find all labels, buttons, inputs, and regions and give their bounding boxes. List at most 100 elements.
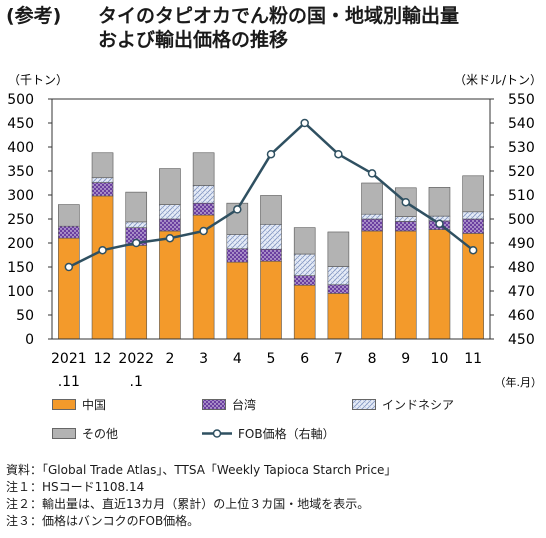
bar-segment-2 xyxy=(226,234,249,250)
left-tick-label: 250 xyxy=(7,212,34,228)
x-tick-label: 10 xyxy=(431,351,449,367)
legend-other-swatch xyxy=(52,427,76,439)
bar-segment-2 xyxy=(361,213,383,220)
bar-segment-1 xyxy=(260,248,282,262)
chart-title: (参考) タイのタピオカでん粉の国・地域別輸出量 および輸出価格の推移 xyxy=(6,4,459,52)
bar-segment-3 xyxy=(361,182,383,215)
bar-segment-2 xyxy=(260,223,282,250)
right-tick-label: 470 xyxy=(508,284,535,300)
fob-price-point xyxy=(300,118,309,128)
left-tick-label: 450 xyxy=(7,116,34,132)
note-3: 注３：価格はバンコクのFOB価格。 xyxy=(6,514,200,528)
legend-china-swatch xyxy=(52,398,76,410)
x-tick-label: 5 xyxy=(267,351,276,367)
note-2: 注２：輸出量は、直近13カ月（累計）の上位３カ国・地域を表示。 xyxy=(6,497,370,511)
right-tick-label: 510 xyxy=(508,188,535,204)
legend-indonesia-swatch xyxy=(352,398,376,410)
x-axis-unit: （年.月） xyxy=(495,375,543,389)
bar-segment-3 xyxy=(327,231,350,267)
bar-segment-2 xyxy=(462,211,484,220)
x-tick-label: 6 xyxy=(300,351,309,367)
right-tick-label: 450 xyxy=(508,332,535,348)
legend-fob-swatch xyxy=(202,428,232,438)
fob-price-point xyxy=(233,205,242,214)
legend-china: 中国 xyxy=(52,397,107,412)
fob-price-point xyxy=(334,149,343,159)
x-tick-label: 9 xyxy=(401,351,410,367)
bar-segment-2 xyxy=(125,221,148,228)
bar-segment-0 xyxy=(260,260,282,340)
bar-segment-1 xyxy=(361,218,383,232)
fob-price-point xyxy=(367,169,377,178)
bar-segment-0 xyxy=(226,261,249,340)
left-tick-label: 100 xyxy=(7,284,34,300)
left-tick-label: 0 xyxy=(25,332,34,348)
right-tick-label: 520 xyxy=(508,164,535,180)
bar-segment-0 xyxy=(159,230,181,340)
bar-segment-3 xyxy=(159,168,181,205)
title-line-2: および輸出価格の推移 xyxy=(98,29,289,51)
title-prefix: (参考) xyxy=(6,5,62,27)
bar-segment-0 xyxy=(125,245,148,340)
x-tick-sublabel: .1 xyxy=(130,374,143,390)
x-tick-label: 4 xyxy=(233,351,242,367)
x-tick-label: 2 xyxy=(165,351,174,367)
chart-svg: （千トン） （米ドル/トン） （年.月） 0 50 100 150 200 250 300 3… xyxy=(7,73,543,390)
bar-segment-3 xyxy=(226,202,249,235)
fob-price-point xyxy=(98,245,107,255)
fob-price-point xyxy=(266,149,276,159)
bar-segment-0 xyxy=(293,284,316,340)
bar-segment-1 xyxy=(192,202,215,216)
right-tick-label: 480 xyxy=(508,260,535,276)
bar-segment-1 xyxy=(394,221,417,232)
x-tick-sublabel: .11 xyxy=(58,374,80,390)
legend-other-label: その他 xyxy=(82,426,119,441)
legend-taiwan-swatch xyxy=(202,398,226,410)
left-tick-label: 500 xyxy=(7,92,34,108)
right-tick-label: 530 xyxy=(508,140,535,156)
bar-segment-2 xyxy=(192,185,215,204)
note-1: 注１：HSコード1108.14 xyxy=(6,480,145,494)
legend-taiwan-label: 台湾 xyxy=(232,397,257,412)
left-tick-label: 400 xyxy=(7,140,34,156)
right-tick-label: 550 xyxy=(508,92,535,108)
bar-segment-3 xyxy=(192,152,215,186)
fob-price-point xyxy=(131,238,141,248)
x-tick-label: 2021 xyxy=(51,351,87,367)
legend-fob-label: FOB価格（右軸） xyxy=(238,426,335,441)
bar-segment-0 xyxy=(361,230,383,340)
bar-segment-1 xyxy=(159,218,181,232)
left-axis-unit: （千トン） xyxy=(8,73,68,87)
x-tick-label: 2022 xyxy=(118,351,154,367)
right-tick-label: 500 xyxy=(508,212,535,228)
bar-segment-1 xyxy=(58,225,80,239)
bar-segment-0 xyxy=(327,293,350,340)
legend-taiwan: 台湾 xyxy=(202,397,257,412)
title-line-1: タイのタピオカでん粉の国・地域別輸出量 xyxy=(98,5,460,27)
legend-other: その他 xyxy=(52,426,119,441)
x-tick-label: 11 xyxy=(464,351,482,367)
legend-indonesia-label: インドネシア xyxy=(382,397,455,412)
bar-segment-1 xyxy=(91,182,114,197)
bar-segment-3 xyxy=(293,227,316,255)
legend-fob: FOB価格（右軸） xyxy=(202,426,335,441)
right-tick-label: 460 xyxy=(508,308,535,324)
bar-segment-2 xyxy=(91,177,114,183)
bar-segment-0 xyxy=(394,230,417,340)
legend-indonesia: インドネシア xyxy=(352,397,455,412)
bar-segment-0 xyxy=(58,237,80,340)
bar-segment-2 xyxy=(327,266,350,286)
bar-segment-3 xyxy=(462,175,484,213)
bar-segment-3 xyxy=(58,204,80,227)
bar-segment-3 xyxy=(91,152,114,179)
bar-segment-0 xyxy=(91,195,114,340)
bar-segment-1 xyxy=(226,248,249,263)
legend-china-label: 中国 xyxy=(82,397,107,412)
bar-segment-3 xyxy=(428,187,451,217)
bar-segment-1 xyxy=(293,275,316,286)
x-tick-label: 7 xyxy=(334,351,343,367)
notes: 資料：「Global Trade Atlas」、TTSA「Weekly Tapi… xyxy=(6,462,396,530)
x-tick-label: 8 xyxy=(368,351,377,367)
note-source: 資料：「Global Trade Atlas」、TTSA「Weekly Tapi… xyxy=(6,463,397,477)
bar-segment-0 xyxy=(428,229,451,340)
